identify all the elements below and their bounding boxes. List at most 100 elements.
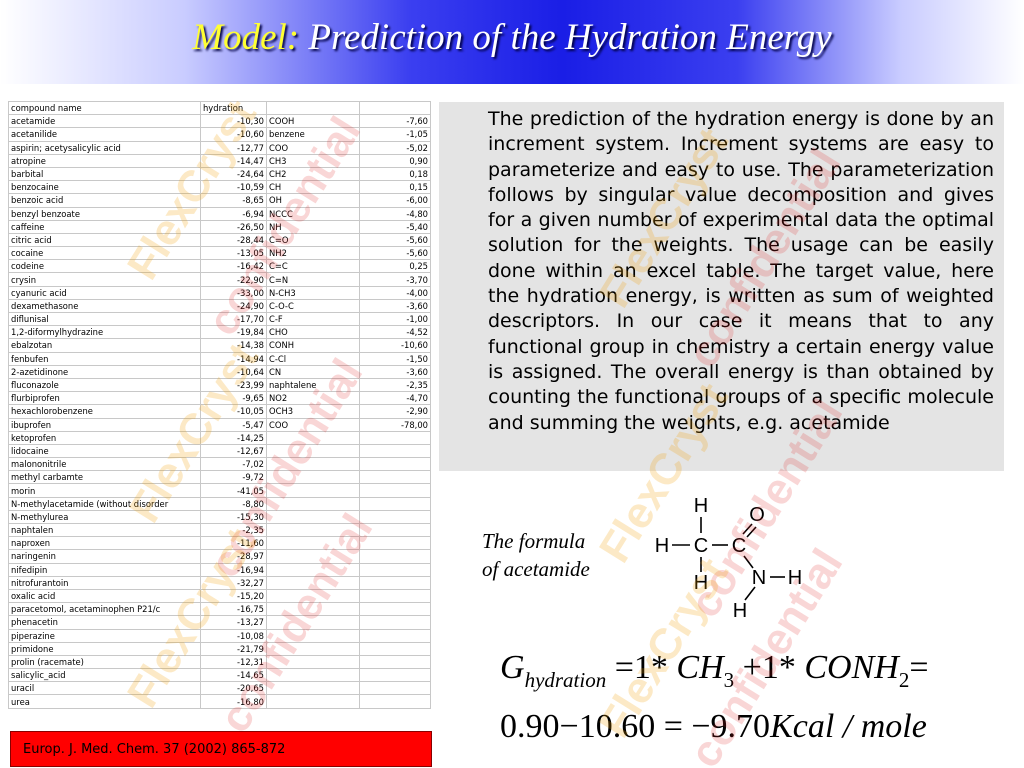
hydration-value-cell: -23,99 bbox=[200, 377, 267, 393]
compound-name-cell: primidone bbox=[8, 641, 201, 656]
group-value-cell: -5,02 bbox=[359, 140, 431, 155]
table-row: dexamethasone -24,90 C-O-C -3,60 bbox=[8, 298, 431, 314]
eq-minus: − bbox=[559, 708, 579, 745]
hydration-value-cell: -16,42 bbox=[200, 259, 267, 274]
hydration-value-cell: -14,65 bbox=[200, 668, 267, 683]
group-name-cell bbox=[266, 588, 360, 604]
group-value-cell: 0,25 bbox=[359, 259, 431, 274]
hydration-value-cell: -14,25 bbox=[200, 430, 267, 445]
table-row: crysin -22,90 C=N -3,70 bbox=[8, 272, 431, 287]
hydration-value-cell: -41,05 bbox=[200, 483, 267, 498]
hydration-value-cell: -15,30 bbox=[200, 509, 267, 525]
group-name-cell: OCH3 bbox=[266, 404, 360, 419]
hydration-value-cell: -6,94 bbox=[200, 206, 267, 221]
eq-plus: + bbox=[742, 649, 762, 686]
compound-name-cell: fenbufen bbox=[8, 351, 201, 366]
compound-name-cell: aspirin; acetysalicylic acid bbox=[8, 140, 201, 155]
hydration-value-cell: -10,60 bbox=[200, 127, 267, 142]
group-name-cell bbox=[266, 509, 360, 525]
compound-name-cell: methyl carbamte bbox=[8, 470, 201, 485]
hydration-value-cell: -24,90 bbox=[200, 298, 267, 314]
table-row: nifedipin -16,94 bbox=[8, 562, 431, 577]
group-name-cell: C-F bbox=[266, 311, 360, 327]
compound-name-cell: fluconazole bbox=[8, 377, 201, 393]
compound-name-cell: oxalic acid bbox=[8, 588, 201, 604]
compound-name-cell: cocaine bbox=[8, 246, 201, 261]
description-box: The prediction of the hydration energy i… bbox=[439, 102, 1004, 471]
equation-line1: Ghydration =1* CH3 +1* CONH2= bbox=[500, 642, 929, 694]
group-name-cell bbox=[266, 575, 360, 590]
group-value-cell: -3,60 bbox=[359, 364, 431, 379]
eq-value-c: −9.70 bbox=[691, 708, 771, 745]
hydration-value-cell: -21,79 bbox=[200, 641, 267, 656]
hydration-value-cell: -10,05 bbox=[200, 404, 267, 419]
compound-name-cell: 2-azetidinone bbox=[8, 364, 201, 379]
group-name-cell: CH3 bbox=[266, 153, 360, 168]
table-row: lidocaine -12,67 bbox=[8, 443, 431, 459]
compound-name-cell: naringenin bbox=[8, 549, 201, 564]
compound-name-cell: atropine bbox=[8, 153, 201, 168]
compound-name-cell: lidocaine bbox=[8, 443, 201, 459]
group-value-cell: -4,80 bbox=[359, 206, 431, 221]
group-value-cell bbox=[359, 443, 431, 459]
compound-name-cell: dexamethasone bbox=[8, 298, 201, 314]
compound-name-cell: caffeine bbox=[8, 219, 201, 234]
compound-name-cell: malononitrile bbox=[8, 457, 201, 472]
group-value-cell: 0,15 bbox=[359, 180, 431, 195]
group-name-cell bbox=[266, 549, 360, 564]
group-name-cell: OH bbox=[266, 193, 360, 208]
group-name-cell bbox=[266, 536, 360, 551]
compound-name-cell: N-methylurea bbox=[8, 509, 201, 525]
group-name-cell: C-Cl bbox=[266, 351, 360, 366]
formula-caption-line2: of acetamide bbox=[482, 557, 590, 581]
table-row: caffeine -26,50 NH -5,40 bbox=[8, 219, 431, 234]
group-value-cell: 0,18 bbox=[359, 166, 431, 182]
group-value-cell: -2,90 bbox=[359, 404, 431, 419]
table-row: hexachlorobenzene -10,05 OCH3 -2,90 bbox=[8, 404, 431, 419]
group-name-cell: C=O bbox=[266, 232, 360, 248]
table-row: ibuprofen -5,47 COO -78,00 bbox=[8, 417, 431, 432]
group-name-cell: NCCC bbox=[266, 206, 360, 221]
group-value-cell: -1,05 bbox=[359, 127, 431, 142]
group-value-cell bbox=[359, 641, 431, 656]
table-row: uracil -20,65 bbox=[8, 681, 431, 696]
compound-name-cell: uracil bbox=[8, 681, 201, 696]
bond-n-h-bottom bbox=[744, 586, 756, 601]
group-value-cell: -4,70 bbox=[359, 391, 431, 406]
compound-name-cell: prolin (racemate) bbox=[8, 654, 201, 670]
group-value-cell bbox=[359, 628, 431, 643]
group-value-cell bbox=[359, 615, 431, 630]
compound-name-cell: acetamide bbox=[8, 114, 201, 129]
compound-name-cell: phenacetin bbox=[8, 615, 201, 630]
col-compound-name-header: compound name bbox=[8, 100, 201, 116]
table-row: cocaine -13,05 NH2 -5,60 bbox=[8, 246, 431, 261]
eq-equals: = bbox=[614, 649, 634, 686]
atom-n: N bbox=[752, 567, 766, 589]
compound-name-cell: paracetomol, acetaminophen P21/c bbox=[8, 602, 201, 617]
table-row: nitrofurantoin -32,27 bbox=[8, 575, 431, 590]
hydration-value-cell: -20,65 bbox=[200, 681, 267, 696]
table-row: paracetomol, acetaminophen P21/c -16,75 bbox=[8, 602, 431, 617]
group-value-cell bbox=[359, 522, 431, 538]
group-value-cell bbox=[359, 681, 431, 696]
hydration-value-cell: -9,72 bbox=[200, 470, 267, 485]
compound-name-cell: ibuprofen bbox=[8, 417, 201, 432]
group-name-cell bbox=[266, 694, 360, 709]
hydration-value-cell: -14,47 bbox=[200, 153, 267, 168]
hydration-value-cell: -12,67 bbox=[200, 443, 267, 459]
table-row: methyl carbamte -9,72 bbox=[8, 470, 431, 485]
table-row: flurbiprofen -9,65 NO2 -4,70 bbox=[8, 391, 431, 406]
group-value-cell bbox=[359, 602, 431, 617]
hydration-value-cell: -13,05 bbox=[200, 246, 267, 261]
table-row: phenacetin -13,27 bbox=[8, 615, 431, 630]
compound-name-cell: ketoprofen bbox=[8, 430, 201, 445]
table-row: acetanilide -10,60 benzene -1,05 bbox=[8, 127, 431, 142]
group-value-cell: -3,60 bbox=[359, 298, 431, 314]
compound-name-cell: morin bbox=[8, 483, 201, 498]
atom-h-left: H bbox=[655, 535, 669, 557]
compound-name-cell: naproxen bbox=[8, 536, 201, 551]
bond-c2-o-b bbox=[746, 526, 757, 538]
group-name-cell: benzene bbox=[266, 127, 360, 142]
group-value-cell bbox=[359, 483, 431, 498]
compound-name-cell: codeine bbox=[8, 259, 201, 274]
